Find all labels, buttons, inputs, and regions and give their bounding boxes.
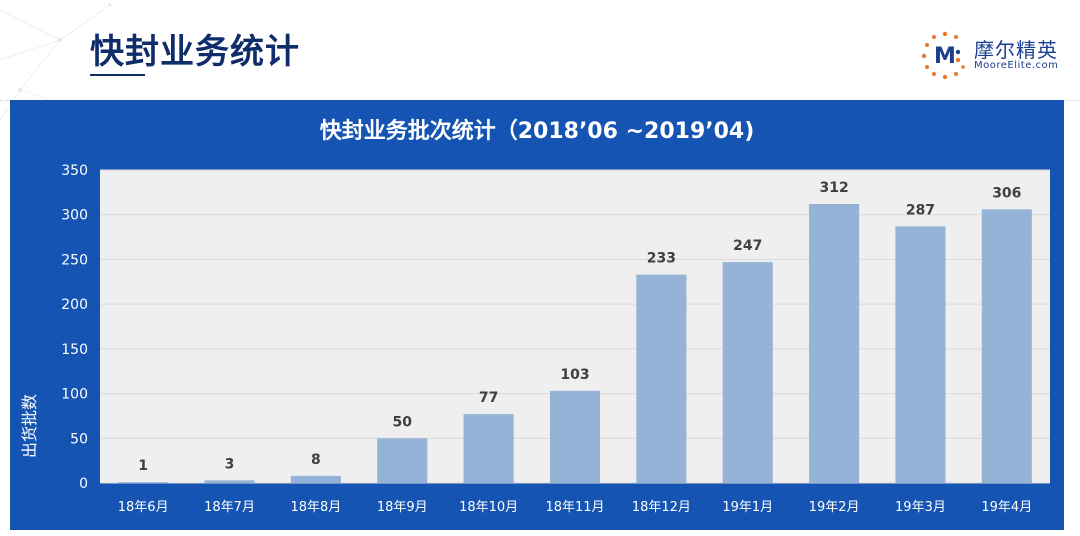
- brand-logo-block: M 摩尔精英 MooreElite.com: [920, 30, 1070, 80]
- bar-18年10月: [463, 414, 514, 483]
- data-labels: 1 3 8 50 77 103 233 247 312 287 306: [138, 180, 1021, 474]
- logo-letter: M: [934, 44, 956, 69]
- bar-18年8月: [290, 475, 341, 483]
- x-tick-label: 18年9月: [377, 500, 428, 515]
- x-tick-label: 18年10月: [459, 500, 518, 515]
- moore-elite-logo-icon: M: [921, 31, 965, 80]
- bar-18年9月: [377, 438, 428, 483]
- data-label: 103: [560, 367, 589, 383]
- y-tick-label: 350: [61, 163, 88, 179]
- title-underline: [90, 74, 145, 76]
- y-tick-label: 150: [61, 342, 88, 358]
- bar-18年11月: [549, 390, 601, 483]
- bars: [118, 203, 1032, 484]
- x-tick-label: 19年1月: [722, 500, 773, 515]
- x-tick-label: 18年8月: [290, 500, 341, 515]
- bar-18年12月: [636, 274, 687, 483]
- data-label: 1: [138, 458, 148, 474]
- data-label: 247: [733, 238, 762, 254]
- y-tick-label: 250: [61, 252, 88, 268]
- data-label: 3: [225, 456, 235, 472]
- bar-19年1月: [722, 262, 773, 483]
- brand-url: MooreElite.com: [974, 60, 1059, 71]
- brand-name: 摩尔精英: [974, 38, 1058, 62]
- data-label: 287: [906, 202, 935, 218]
- chart-title: 快封业务批次统计（2018’06 ~2019’04): [319, 119, 755, 144]
- y-tick-label: 100: [61, 387, 88, 403]
- data-label: 306: [992, 185, 1021, 201]
- page-title: 快封业务统计: [90, 32, 300, 72]
- x-tick-label: 19年3月: [895, 500, 946, 515]
- x-tick-label: 18年7月: [204, 500, 255, 515]
- y-tick-label: 200: [61, 297, 88, 313]
- x-tick-label: 19年2月: [809, 500, 860, 515]
- x-axis-ticks: 18年6月 18年7月 18年8月 18年9月 18年10月 18年11月 18年12月 19…: [118, 500, 1032, 515]
- y-axis-ticks: 0 50 100 150 200 250 300 350: [61, 163, 88, 492]
- y-tick-label: 0: [79, 476, 88, 492]
- bar-chart: 0 50 100 150 200 250 300 350 1 3 8 50 77 103 233 247 31…: [61, 163, 1050, 515]
- data-label: 77: [479, 390, 498, 406]
- data-label: 312: [819, 180, 848, 196]
- bar-19年4月: [981, 209, 1032, 483]
- data-label: 8: [311, 452, 321, 468]
- y-tick-label: 50: [70, 431, 88, 447]
- bar-18年7月: [204, 480, 255, 483]
- x-tick-label: 18年12月: [632, 500, 691, 515]
- x-tick-label: 18年11月: [545, 500, 604, 515]
- x-tick-label: 19年4月: [981, 500, 1032, 515]
- y-tick-label: 300: [61, 208, 88, 224]
- bar-19年2月: [809, 203, 860, 483]
- bar-18年6月: [118, 482, 169, 484]
- data-label: 50: [393, 414, 413, 430]
- bar-19年3月: [895, 226, 946, 483]
- chart-panel: 快封业务批次统计（2018’06 ~2019’04) 出货批数 0 50 100 15…: [10, 100, 1064, 530]
- x-tick-label: 18年6月: [118, 500, 169, 515]
- data-label: 233: [647, 251, 676, 267]
